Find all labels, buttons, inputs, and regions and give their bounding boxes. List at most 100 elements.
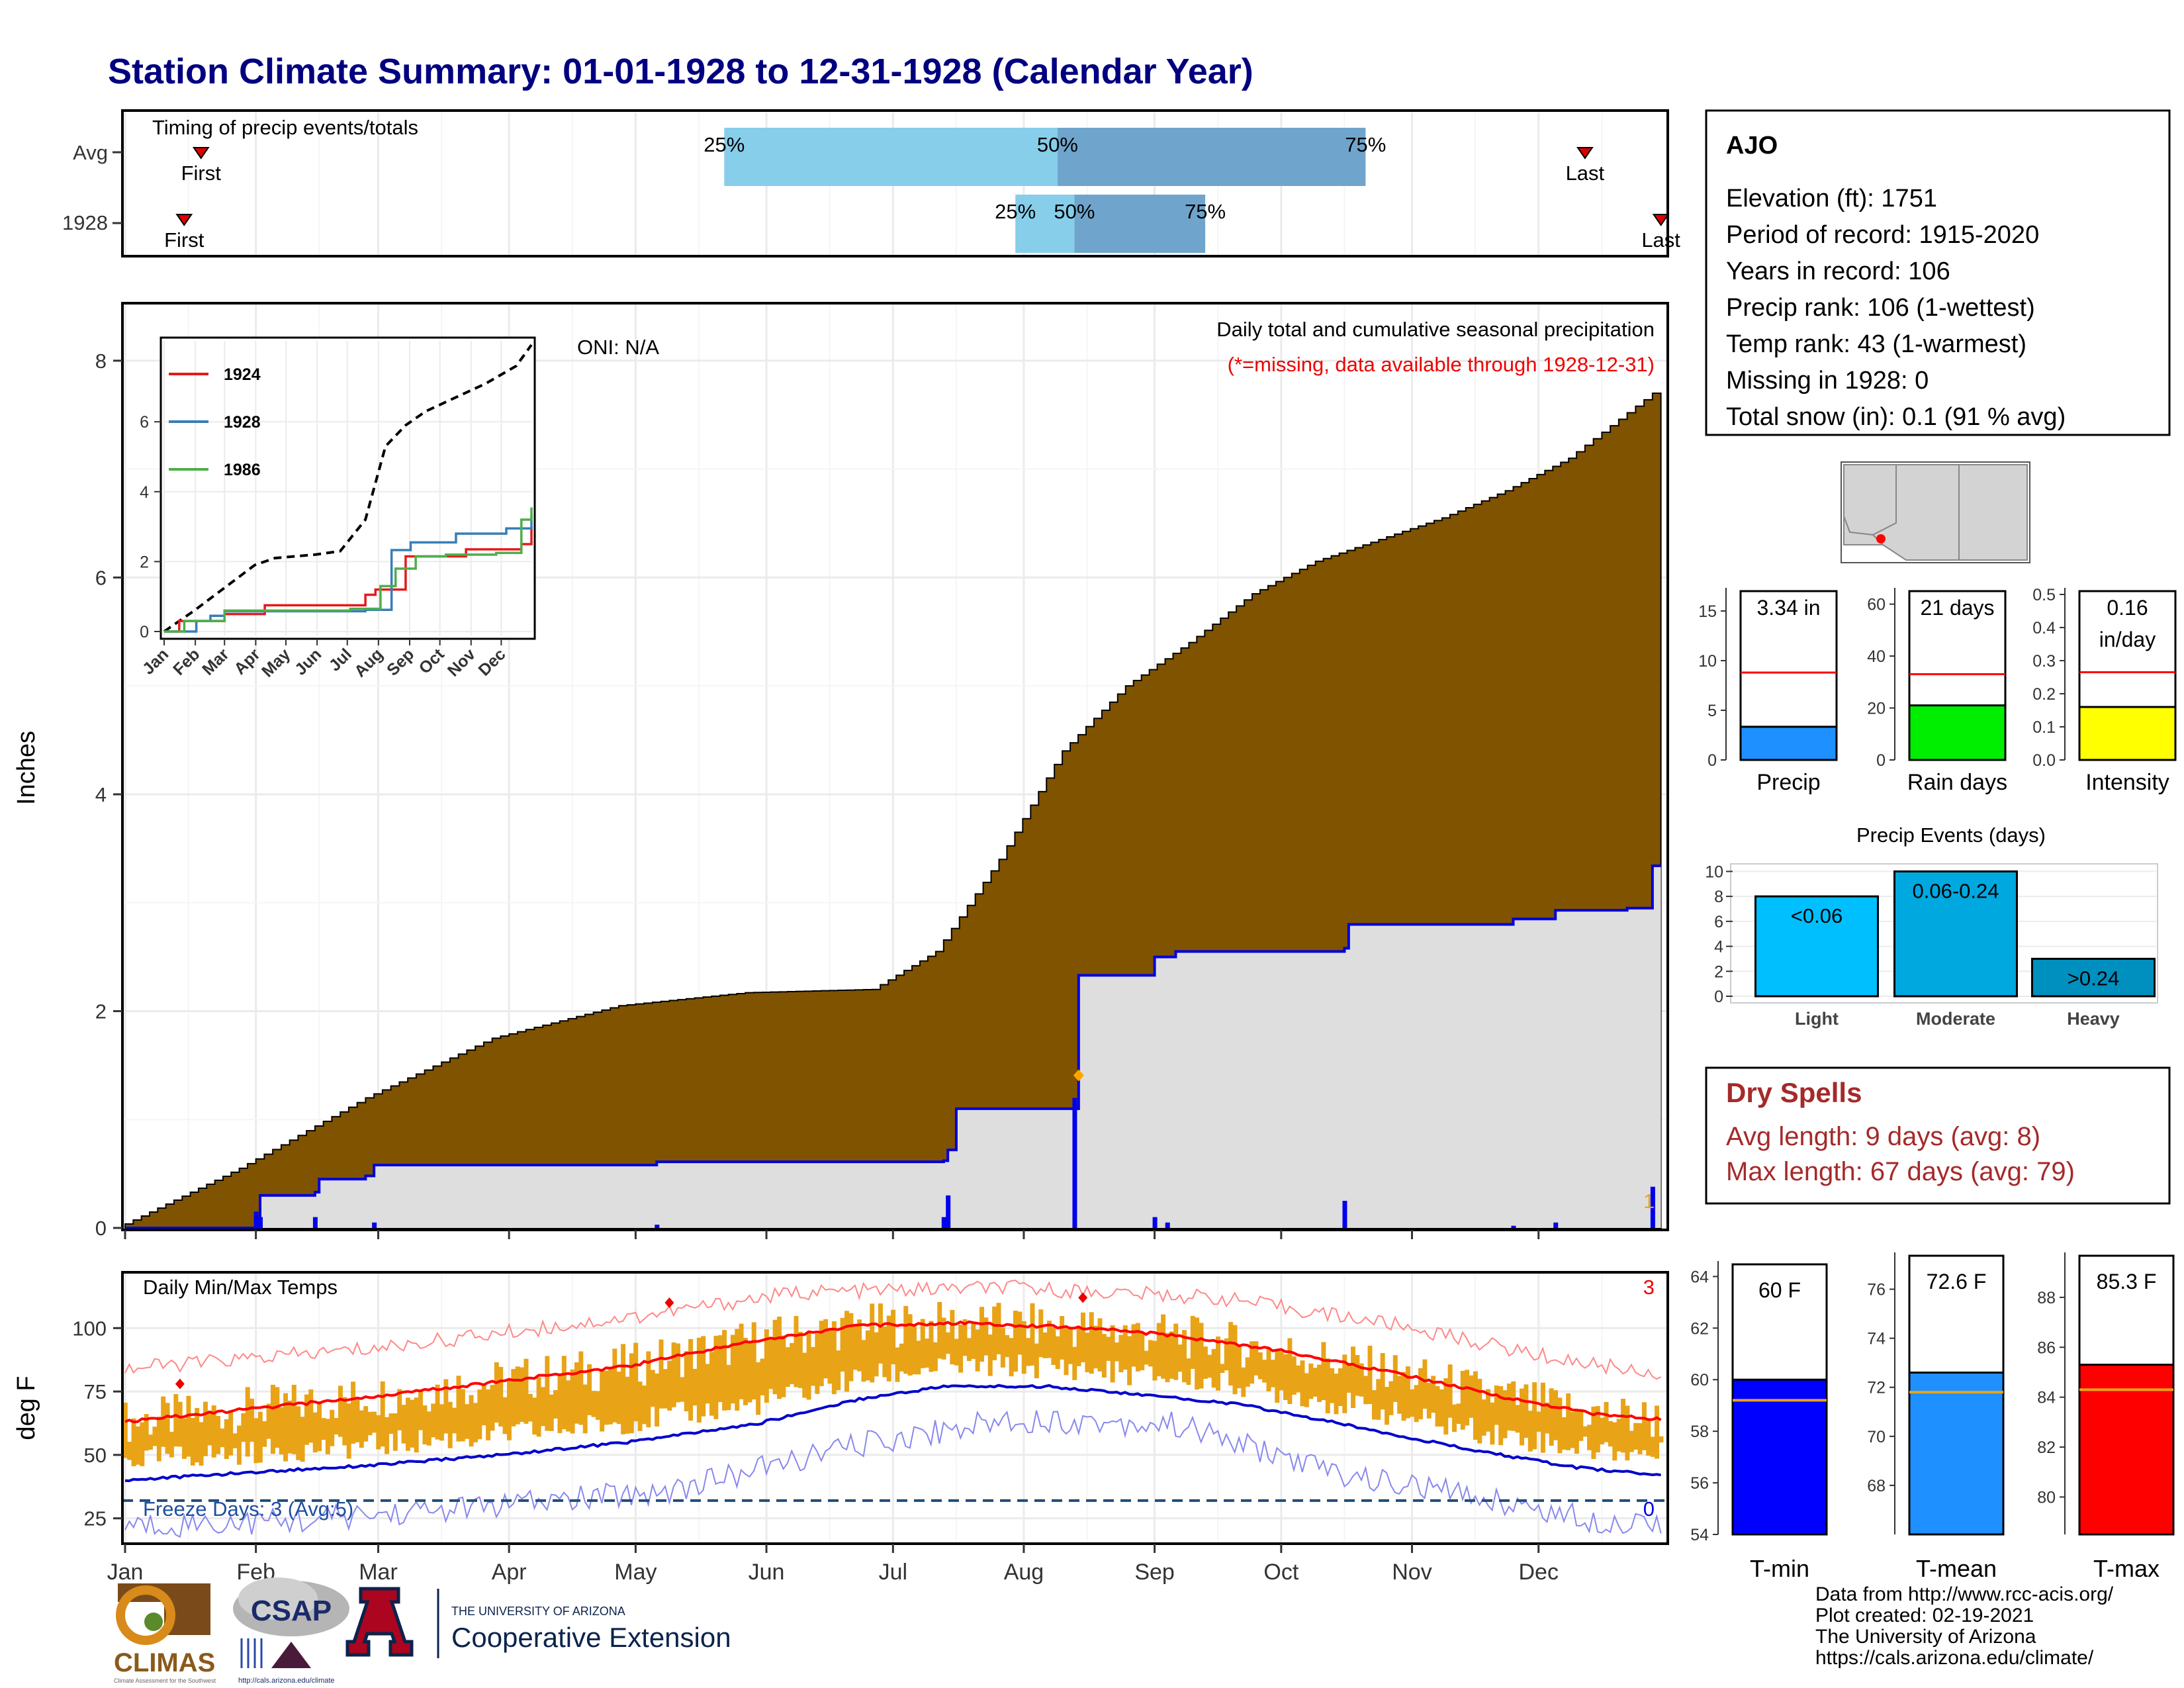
timing-bar-q50-q75 [1057, 128, 1366, 186]
inset-legend-label: 1986 [224, 461, 261, 479]
temp-range-bar [1527, 1411, 1533, 1452]
y-tick-label: 0.2 [2032, 685, 2056, 704]
temp-range-bar [1376, 1379, 1381, 1420]
temp-range-bar [380, 1381, 385, 1447]
max-record-count: 3 [1643, 1276, 1655, 1299]
temp-range-bar [920, 1319, 925, 1368]
temp-range-bar [1283, 1354, 1289, 1401]
timing-q75-label: 75% [1345, 133, 1386, 156]
temp-range-bar [1549, 1388, 1554, 1446]
temp-range-bar [494, 1362, 499, 1423]
y-tick-label: 58 [1690, 1423, 1709, 1441]
y-tick-label: 50 [84, 1444, 107, 1467]
timing-row-year: 1928 [62, 211, 108, 234]
y-tick-label: 86 [2037, 1338, 2056, 1357]
temp-range-bar [595, 1391, 600, 1420]
temp-range-bar [473, 1403, 478, 1442]
temp-range-bar [840, 1317, 845, 1372]
y-tick-label: 40 [1867, 647, 1886, 666]
temp-range-bar [1060, 1316, 1065, 1360]
timing-bar-q25-q50 [724, 128, 1058, 186]
max-avg-line [124, 1320, 1662, 1424]
dry-spells-title: Dry Spells [1726, 1077, 1862, 1108]
temp-range-bar [684, 1351, 689, 1412]
rain-days-summary-bar [1908, 704, 2007, 761]
temp-range-bar [1131, 1324, 1136, 1367]
temp-range-bar [1042, 1332, 1048, 1358]
temp-range-bar [1456, 1403, 1461, 1424]
temp-range-bar [1135, 1323, 1140, 1372]
temp-range-bar [1228, 1322, 1234, 1386]
credit-line: https://cals.arizona.edu/climate/ [1815, 1647, 2094, 1669]
temp-range-bar [650, 1370, 655, 1407]
temp-range-bar [1494, 1385, 1499, 1425]
temp-range-bar [308, 1389, 314, 1443]
timing-q25-label: 25% [704, 133, 745, 156]
temp-range-bar [713, 1336, 719, 1419]
temp-range-bar [739, 1323, 744, 1399]
temp-range-bar [1270, 1360, 1275, 1387]
temp-range-bar [250, 1398, 255, 1442]
temp-range-bar [1051, 1327, 1056, 1365]
temp-range-bar [933, 1342, 938, 1372]
temp-range-bar [903, 1305, 909, 1374]
temp-range-bar [570, 1369, 575, 1434]
temp-bar-charts: 54 56 58 60 62 64 60 F T-min 68 70 72 74 76 72.6 F T-m… [1690, 1252, 2175, 1582]
temp-range-bar [1334, 1374, 1339, 1415]
temp-range-bar [418, 1390, 424, 1430]
temp-range-bar [1017, 1311, 1023, 1355]
temp-range-bar [1089, 1312, 1094, 1374]
temp-range-bar [1161, 1314, 1166, 1379]
credit-line: Plot created: 02-19-2021 [1815, 1605, 2034, 1626]
inset-y-tick-label: 2 [140, 553, 149, 571]
temp-range-bar [1473, 1371, 1478, 1440]
temp-range-bar [1034, 1343, 1039, 1379]
temp-range-bar [456, 1376, 461, 1442]
tmin-summary-bar [1731, 1378, 1828, 1536]
y-tick-label: 64 [1690, 1268, 1709, 1286]
temp-range-bar [1392, 1355, 1398, 1402]
temp-range-bar [161, 1396, 166, 1447]
temp-range-bar [1540, 1382, 1545, 1453]
y-tick-label: 0.4 [2032, 619, 2056, 637]
daily-precip-bar [372, 1222, 377, 1228]
temp-range-bar [1072, 1346, 1077, 1380]
temp-range-bar [553, 1389, 559, 1419]
y-tick-label: 0.0 [2032, 751, 2056, 770]
temp-range-bar [1621, 1399, 1626, 1453]
temp-range-bar [815, 1333, 820, 1394]
temp-range-bar [633, 1342, 639, 1422]
rain-days-summary-label: Rain days [1907, 770, 2007, 795]
temp-range-bar [987, 1335, 993, 1376]
temp-range-bar [1064, 1328, 1069, 1376]
temp-range-bar [1612, 1422, 1617, 1461]
timing-marker-icon [192, 147, 210, 160]
csap-logo: CSAP http://cals.arizona.edu/climate [233, 1577, 349, 1685]
month-label: Mar [359, 1560, 398, 1585]
timing-q50-label: 50% [1054, 200, 1095, 223]
temp-range-bar [490, 1385, 495, 1431]
temp-range-bar [874, 1332, 879, 1377]
temp-range-bar [1127, 1336, 1132, 1385]
daily-precip-bar [946, 1195, 951, 1228]
temp-range-bar [662, 1369, 668, 1409]
timing-marker-label: First [181, 162, 222, 185]
y-tick-label: 60 [1867, 596, 1886, 614]
precip-ylabel: Inches [13, 731, 40, 805]
temp-range-bar [1443, 1378, 1449, 1435]
precip-events-chart: Precip Events (days) 0 2 4 6 8 10 <0.06 Light 0.… [1705, 823, 2158, 1029]
temp-range-bar [1405, 1366, 1410, 1419]
temp-range-bar [776, 1316, 782, 1399]
temp-range-bar [1203, 1346, 1208, 1379]
temp-range-bar [823, 1319, 829, 1379]
y-tick-label: 75 [84, 1380, 107, 1403]
temp-range-bar [688, 1338, 694, 1421]
temp-range-bar [709, 1352, 714, 1416]
y-tick-label: 4 [1714, 938, 1723, 957]
temp-range-bar [1312, 1368, 1318, 1397]
temp-range-bar [135, 1426, 140, 1465]
temp-range-bar [321, 1418, 326, 1440]
temp-range-bar [604, 1370, 609, 1425]
min-record-line [124, 1410, 1662, 1538]
temp-range-bar [1076, 1327, 1081, 1366]
